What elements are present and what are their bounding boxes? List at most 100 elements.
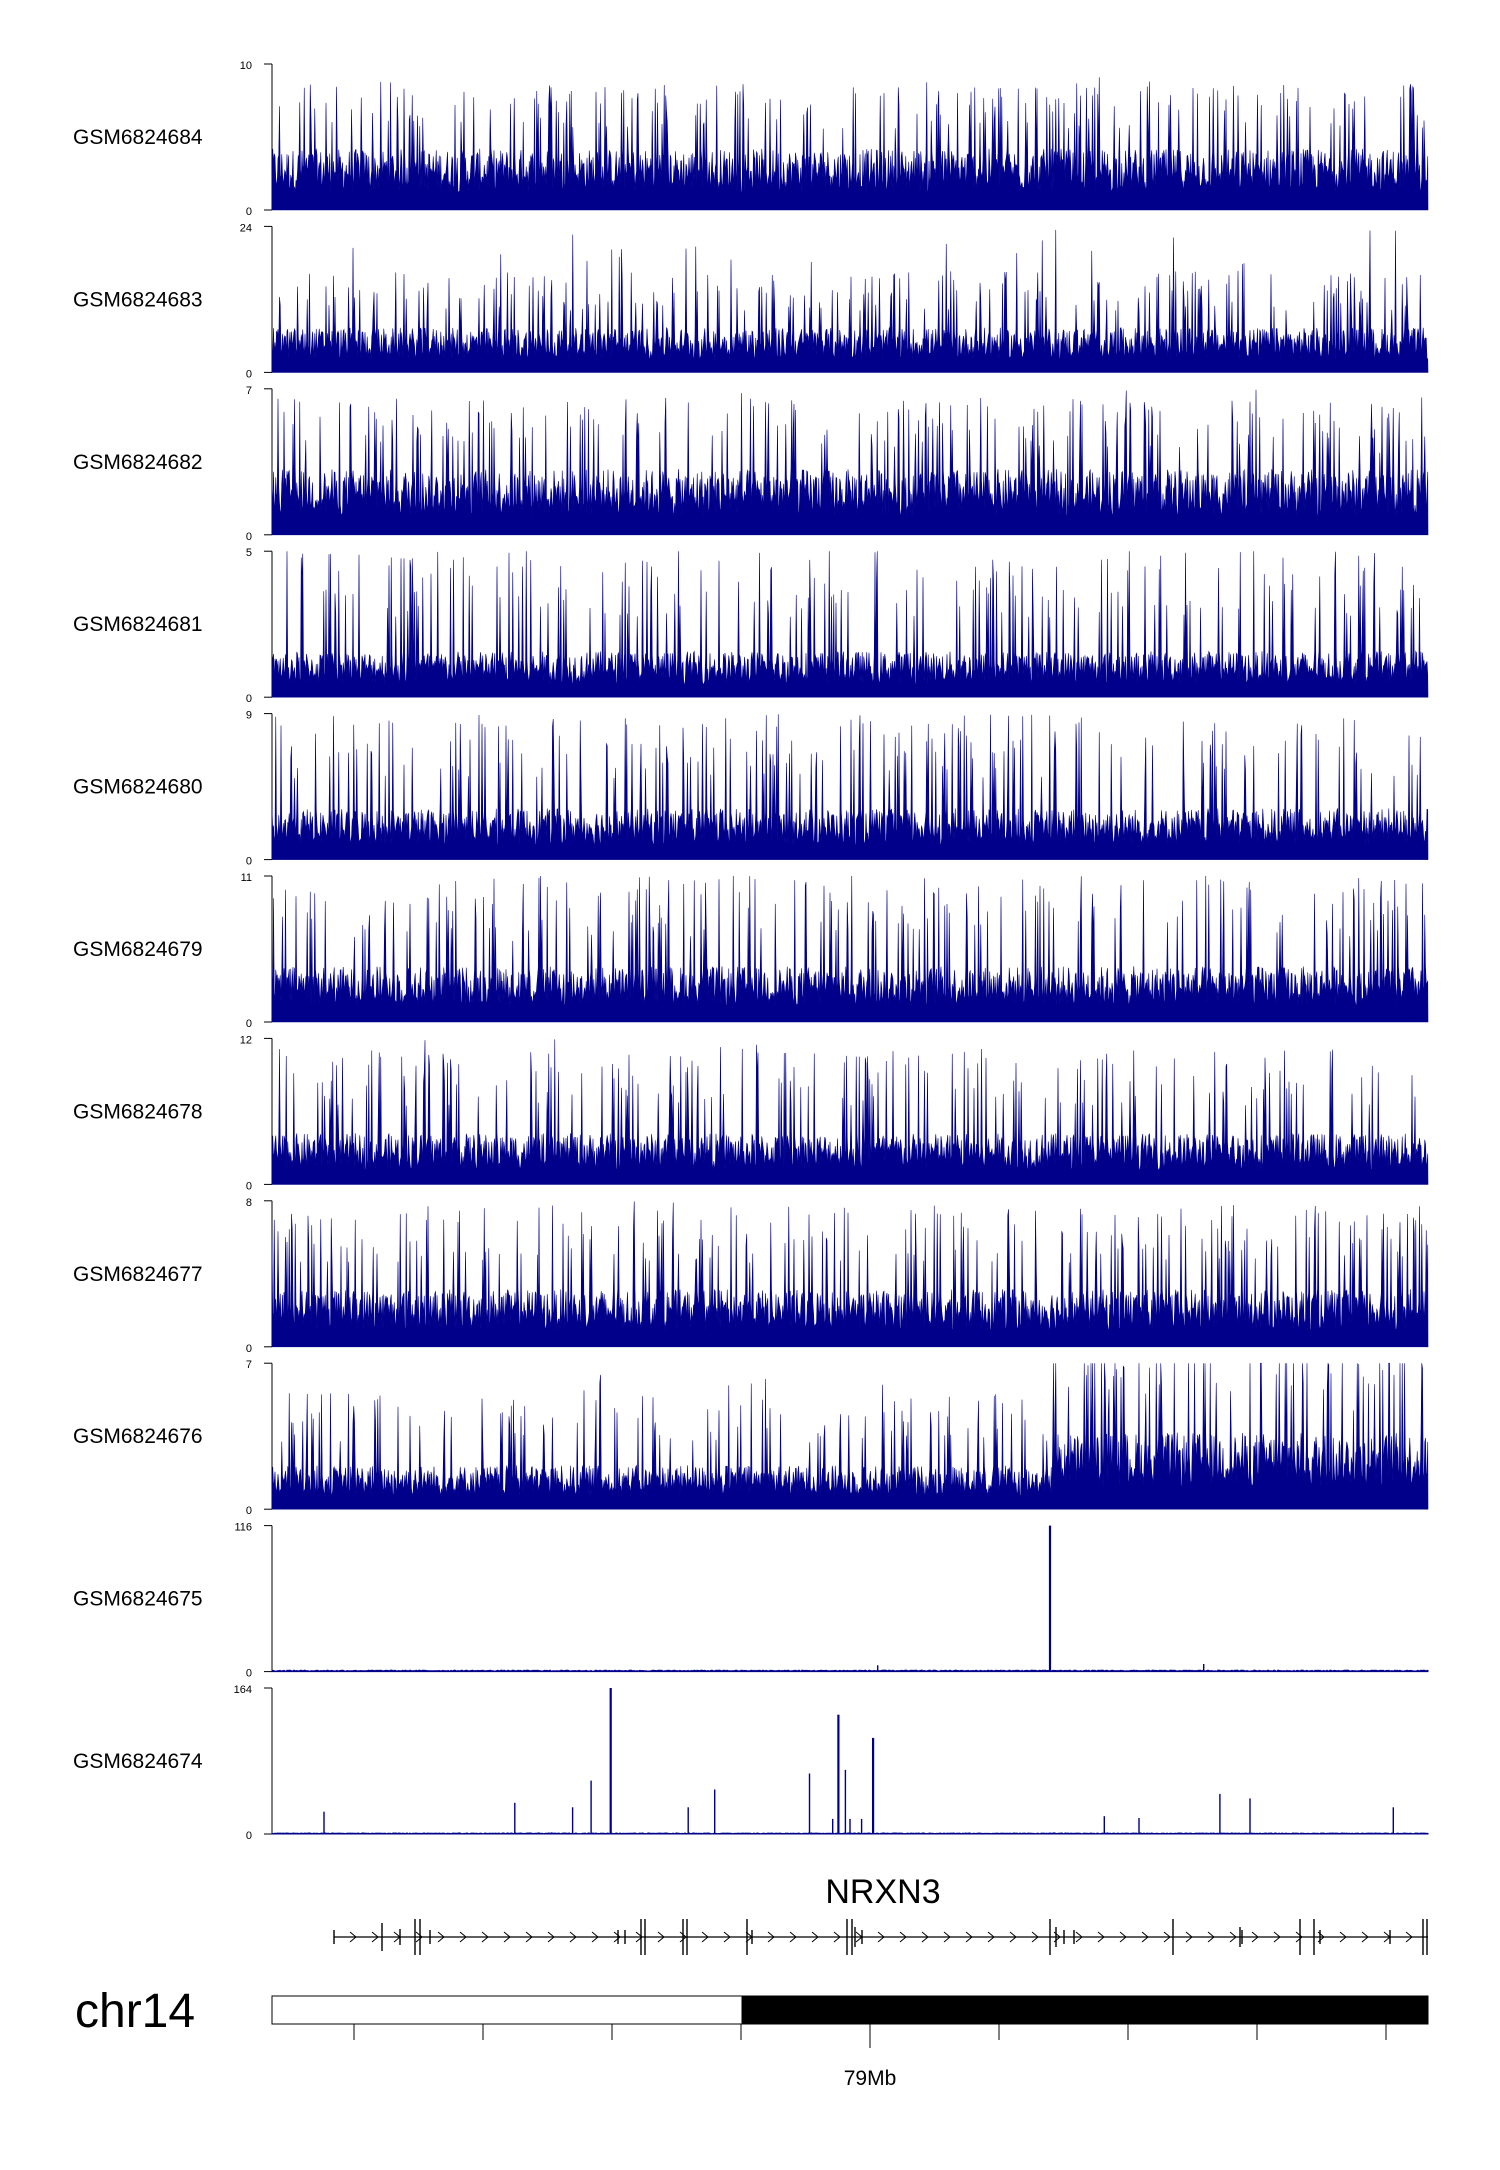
coverage-peak <box>872 1737 875 1834</box>
exon <box>1313 1919 1315 1955</box>
x-tick-label: 79Mb <box>844 2067 897 2090</box>
y-min-tick-label: 0 <box>246 1018 252 1030</box>
sample-label: GSM6824681 <box>73 613 203 636</box>
y-min-tick-label: 0 <box>246 693 252 705</box>
exon <box>1073 1930 1075 1944</box>
exon <box>1319 1930 1321 1944</box>
strand-arrow <box>415 1931 423 1943</box>
coverage-signal <box>271 714 1429 860</box>
exon <box>682 1919 684 1955</box>
sample-label: GSM6824678 <box>73 1100 203 1123</box>
chromosome-dark-band <box>741 1995 1429 2025</box>
track-GSM6824674: GSM6824674 164 0 <box>73 1684 1429 1842</box>
exon <box>419 1919 421 1955</box>
coverage-signal <box>271 229 1429 373</box>
gene-annotation-track: NRXN3 <box>333 1873 1428 1955</box>
strand-arrow <box>525 1931 533 1943</box>
exon <box>746 1919 748 1955</box>
coverage-peak <box>687 1807 689 1834</box>
coverage-signal <box>271 551 1429 698</box>
strand-arrow <box>899 1931 907 1943</box>
sample-label: GSM6824682 <box>73 451 203 474</box>
strand-arrow <box>481 1931 489 1943</box>
y-min-tick-label: 0 <box>246 856 252 868</box>
chromosome-ideogram: chr14 79Mb <box>75 1985 1429 2090</box>
exon <box>429 1930 431 1944</box>
track-GSM6824681: GSM6824681 5 0 <box>73 547 1429 705</box>
y-min-tick-label: 0 <box>246 368 252 380</box>
coverage-baseline <box>271 1669 1429 1673</box>
y-max-tick-label: 116 <box>234 1522 252 1534</box>
strand-arrow <box>569 1931 577 1943</box>
strand-arrow <box>1251 1931 1259 1943</box>
sample-label: GSM6824674 <box>73 1750 203 1773</box>
strand-arrow <box>1097 1931 1105 1943</box>
y-max-tick-label: 5 <box>246 547 252 559</box>
chromosome-light-band <box>271 1995 743 2025</box>
track-GSM6824683: GSM6824683 24 0 <box>73 222 1429 380</box>
strand-arrow <box>877 1931 885 1943</box>
strand-arrow <box>921 1931 929 1943</box>
coverage-peak <box>714 1789 716 1834</box>
strand-arrow <box>1163 1931 1171 1943</box>
coverage-signal <box>271 1039 1429 1185</box>
track-GSM6824676: GSM6824676 7 0 <box>73 1359 1429 1517</box>
strand-arrow <box>679 1931 687 1943</box>
exon <box>1055 1927 1057 1947</box>
y-min-tick-label: 0 <box>246 1505 252 1517</box>
coverage-peak <box>590 1780 592 1834</box>
strand-arrow <box>1207 1931 1215 1943</box>
strand-arrow <box>1009 1931 1017 1943</box>
sample-label: GSM6824680 <box>73 776 203 799</box>
strand-arrow <box>371 1931 379 1943</box>
strand-arrow <box>635 1931 643 1943</box>
coverage-peak <box>837 1714 840 1834</box>
exon <box>1389 1930 1391 1944</box>
chromosome-label: chr14 <box>75 1985 195 2038</box>
exon <box>861 1930 863 1944</box>
y-max-tick-label: 7 <box>246 385 252 397</box>
y-min-tick-label: 0 <box>246 1180 252 1192</box>
coverage-peak <box>1138 1818 1140 1834</box>
y-min-tick-label: 0 <box>246 206 252 218</box>
gene-name-label: NRXN3 <box>825 1873 940 1911</box>
strand-arrow <box>987 1931 995 1943</box>
strand-arrow <box>789 1931 797 1943</box>
exon <box>399 1929 401 1945</box>
track-GSM6824677: GSM6824677 8 0 <box>73 1197 1429 1355</box>
coverage-signal <box>271 77 1429 211</box>
strand-arrow <box>1339 1931 1347 1943</box>
y-max-tick-label: 164 <box>234 1684 252 1696</box>
strand-arrow <box>723 1931 731 1943</box>
y-max-tick-label: 10 <box>240 60 252 72</box>
strand-arrow <box>591 1931 599 1943</box>
strand-arrow <box>701 1931 709 1943</box>
sample-label: GSM6824677 <box>73 1263 203 1286</box>
track-GSM6824684: GSM6824684 10 0 <box>73 60 1429 218</box>
strand-arrow <box>1119 1931 1127 1943</box>
y-max-tick-label: 8 <box>246 1197 252 1209</box>
y-min-tick-label: 0 <box>246 531 252 543</box>
coverage-peak <box>1203 1664 1205 1672</box>
y-max-tick-label: 11 <box>241 872 252 884</box>
coverage-peak <box>1219 1793 1221 1834</box>
exon <box>640 1919 642 1955</box>
exon <box>414 1919 416 1955</box>
exon <box>854 1927 856 1947</box>
exon <box>1426 1919 1428 1955</box>
strand-arrow <box>547 1931 555 1943</box>
strand-arrow <box>965 1931 973 1943</box>
track-GSM6824678: GSM6824678 12 0 <box>73 1034 1429 1192</box>
exon <box>751 1930 753 1944</box>
strand-arrow <box>613 1931 621 1943</box>
coverage-peak <box>323 1811 325 1834</box>
y-min-tick-label: 0 <box>246 1668 252 1680</box>
exon <box>846 1919 848 1955</box>
exon <box>851 1919 853 1955</box>
exon <box>644 1919 646 1955</box>
coverage-peak <box>832 1818 834 1834</box>
exon <box>617 1930 619 1944</box>
coverage-peak <box>860 1818 863 1834</box>
strand-arrow <box>1405 1931 1413 1943</box>
